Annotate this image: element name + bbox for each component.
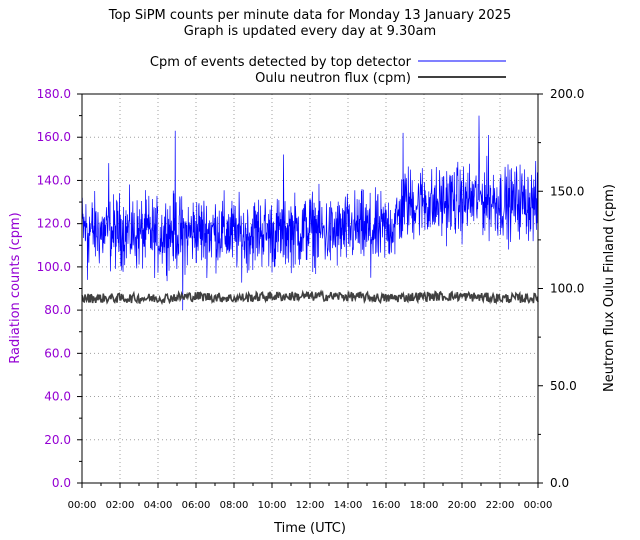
- y-right-tick-label: 50.0: [550, 379, 577, 393]
- chart-subtitle: Graph is updated every day at 9.30am: [184, 24, 436, 39]
- y-left-tick-label: 20.0: [44, 433, 71, 447]
- x-tick-label: 08:00: [220, 500, 249, 511]
- axes: [81, 93, 539, 484]
- ticks: 0.0 20.0 40.0 60.0 80.0 100.0 120.0 140.0 160.0 1…: [37, 87, 585, 511]
- chart-title: Top SiPM counts per minute data for Mond…: [108, 8, 511, 23]
- x-tick-label: 06:00: [182, 500, 211, 511]
- y-right-tick-label: 150.0: [550, 184, 584, 198]
- legend-label-top-detector: Cpm of events detected by top detector: [150, 55, 412, 70]
- y-left-tick-label: 160.0: [37, 130, 71, 144]
- x-tick-label: 10:00: [258, 500, 287, 511]
- y-left-tick-label: 140.0: [37, 173, 71, 187]
- x-tick-label: 20:00: [448, 500, 477, 511]
- y-axis-right-label: Neutron flux Oulu Finland (cpm): [602, 184, 617, 392]
- y-left-tick-label: 60.0: [44, 346, 71, 360]
- x-tick-label: 02:00: [106, 500, 135, 511]
- x-tick-label: 16:00: [372, 500, 401, 511]
- y-left-tick-label: 80.0: [44, 303, 71, 317]
- legend-label-oulu: Oulu neutron flux (cpm): [255, 71, 411, 86]
- series-layer: [81, 115, 539, 311]
- y-right-tick-label: 0.0: [550, 476, 569, 490]
- y-left-tick-label: 100.0: [37, 260, 71, 274]
- series-line-top-detector: [81, 115, 539, 311]
- y-right-tick-label: 200.0: [550, 87, 584, 101]
- x-tick-label: 12:00: [296, 500, 325, 511]
- x-tick-label: 00:00: [68, 500, 97, 511]
- y-left-tick-label: 40.0: [44, 390, 71, 404]
- x-tick-label: 14:00: [334, 500, 363, 511]
- legend: Cpm of events detected by top detector O…: [150, 55, 506, 86]
- y-left-tick-label: 180.0: [37, 87, 71, 101]
- x-tick-label: 04:00: [144, 500, 173, 511]
- x-tick-label: 18:00: [410, 500, 439, 511]
- y-axis-left-label: Radiation counts (cpm): [8, 212, 23, 363]
- y-left-tick-label: 0.0: [52, 476, 71, 490]
- x-tick-label: 22:00: [486, 500, 515, 511]
- x-axis-label: Time (UTC): [273, 521, 346, 536]
- y-right-tick-label: 100.0: [550, 282, 584, 296]
- y-left-tick-label: 120.0: [37, 217, 71, 231]
- x-tick-label: 00:00: [524, 500, 553, 511]
- grid: [82, 94, 538, 483]
- series-line-oulu: [81, 289, 539, 306]
